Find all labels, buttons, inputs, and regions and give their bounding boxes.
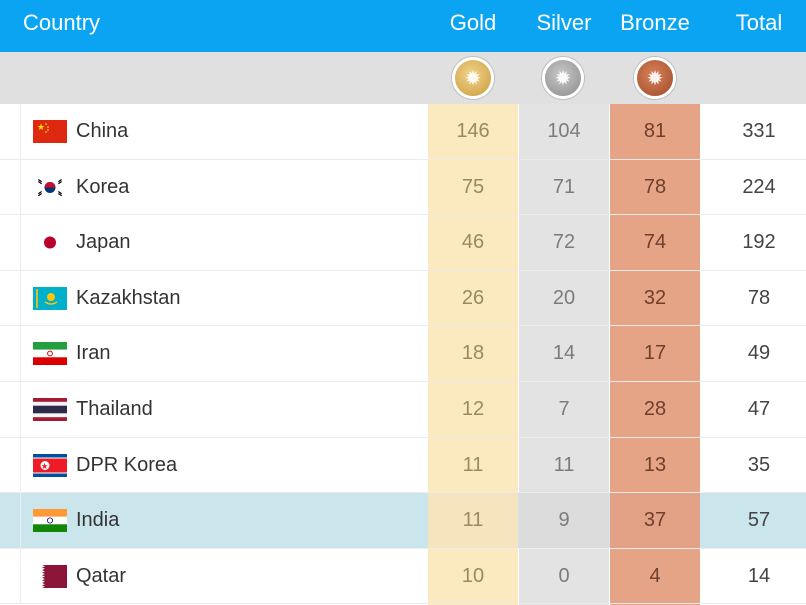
bronze-count: 37 bbox=[610, 493, 700, 548]
row-divider bbox=[20, 326, 21, 381]
header-bronze[interactable]: Bronze bbox=[620, 10, 690, 35]
header-gold[interactable]: Gold bbox=[449, 10, 497, 35]
table-row[interactable]: Japan 46 72 74 192 bbox=[0, 215, 806, 271]
table-row[interactable]: ★ DPR Korea 11 11 13 35 bbox=[0, 437, 806, 494]
country-name[interactable]: Japan bbox=[76, 231, 131, 254]
china-flag-icon: ★ bbox=[33, 120, 67, 143]
silver-count: 72 bbox=[519, 215, 609, 270]
table-row[interactable]: Kazakhstan 26 20 32 78 bbox=[0, 270, 806, 327]
country-name[interactable]: Iran bbox=[76, 342, 111, 365]
gold-count: 75 bbox=[428, 159, 518, 215]
gold-count: 11 bbox=[428, 437, 518, 493]
country-name[interactable]: DPR Korea bbox=[76, 453, 178, 476]
gold-count: 12 bbox=[428, 381, 518, 437]
iran-flag-icon bbox=[33, 342, 67, 366]
bronze-count: 81 bbox=[610, 104, 700, 159]
bronze-count: 17 bbox=[610, 326, 700, 381]
row-divider bbox=[20, 104, 21, 159]
bronze-count: 78 bbox=[610, 159, 700, 215]
kazakhstan-flag-icon bbox=[33, 286, 67, 310]
table-row-highlighted[interactable]: India 11 9 37 57 bbox=[0, 493, 806, 549]
total-count: 35 bbox=[747, 453, 771, 476]
japan-flag-icon bbox=[33, 231, 67, 255]
table-row[interactable]: Iran 18 14 17 49 bbox=[0, 326, 806, 382]
header-country[interactable]: Country bbox=[23, 10, 101, 35]
bronze-count: 74 bbox=[610, 215, 700, 270]
total-count: 49 bbox=[747, 342, 771, 365]
gold-medal-icon bbox=[452, 57, 494, 99]
thailand-flag-icon bbox=[33, 397, 67, 421]
row-divider bbox=[20, 493, 21, 548]
table-header: Country Gold Silver Bronze Total bbox=[0, 0, 806, 52]
row-divider bbox=[20, 270, 21, 326]
total-count: 192 bbox=[742, 231, 776, 254]
row-divider bbox=[20, 159, 21, 215]
country-name[interactable]: Korea bbox=[76, 175, 130, 198]
silver-count: 9 bbox=[519, 493, 609, 548]
country-name[interactable]: Qatar bbox=[76, 564, 127, 587]
total-count: 224 bbox=[742, 175, 776, 198]
gold-count: 46 bbox=[428, 215, 518, 270]
gold-count: 11 bbox=[428, 493, 518, 548]
silver-count: 14 bbox=[519, 326, 609, 381]
dpr-korea-flag-icon: ★ bbox=[33, 453, 67, 477]
table-row[interactable]: Qatar 10 0 4 14 bbox=[0, 548, 806, 605]
silver-count: 71 bbox=[519, 159, 609, 215]
gold-count: 18 bbox=[428, 326, 518, 381]
row-divider bbox=[20, 381, 21, 437]
korea-flag-icon bbox=[33, 175, 67, 199]
table-row[interactable]: ★ China 146 104 81 331 bbox=[0, 104, 806, 160]
table-body: ★ China 146 104 81 331 bbox=[0, 104, 806, 605]
total-count: 14 bbox=[747, 564, 771, 587]
total-count: 78 bbox=[747, 286, 771, 309]
silver-count: 11 bbox=[519, 437, 609, 493]
india-flag-icon bbox=[33, 509, 67, 533]
gold-count: 10 bbox=[428, 548, 518, 604]
total-count: 331 bbox=[742, 120, 776, 142]
country-name[interactable]: India bbox=[76, 509, 120, 532]
silver-count: 20 bbox=[519, 270, 609, 326]
silver-count: 104 bbox=[519, 104, 609, 159]
gold-count: 26 bbox=[428, 270, 518, 326]
bronze-count: 32 bbox=[610, 270, 700, 326]
silver-count: 7 bbox=[519, 381, 609, 437]
table-row[interactable]: Thailand 12 7 28 47 bbox=[0, 381, 806, 438]
svg-text:★: ★ bbox=[37, 123, 45, 133]
bronze-count: 28 bbox=[610, 381, 700, 437]
bronze-medal-icon bbox=[634, 57, 676, 99]
silver-medal-icon bbox=[542, 57, 584, 99]
bronze-count: 13 bbox=[610, 437, 700, 493]
total-count: 47 bbox=[747, 397, 771, 420]
row-divider bbox=[20, 215, 21, 270]
country-name[interactable]: Kazakhstan bbox=[76, 286, 181, 309]
table-row[interactable]: Korea 75 71 78 224 bbox=[0, 159, 806, 216]
country-name[interactable]: Thailand bbox=[76, 397, 153, 420]
row-divider bbox=[20, 548, 21, 604]
row-divider bbox=[20, 437, 21, 493]
svg-text:★: ★ bbox=[41, 462, 49, 472]
medal-icon-band bbox=[0, 52, 806, 104]
header-total[interactable]: Total bbox=[735, 10, 783, 35]
gold-count: 146 bbox=[428, 104, 518, 159]
silver-count: 0 bbox=[519, 548, 609, 604]
qatar-flag-icon bbox=[33, 564, 67, 588]
total-count: 57 bbox=[747, 509, 771, 532]
header-silver[interactable]: Silver bbox=[536, 10, 592, 35]
country-name[interactable]: China bbox=[76, 120, 129, 142]
bronze-count: 4 bbox=[610, 548, 700, 604]
